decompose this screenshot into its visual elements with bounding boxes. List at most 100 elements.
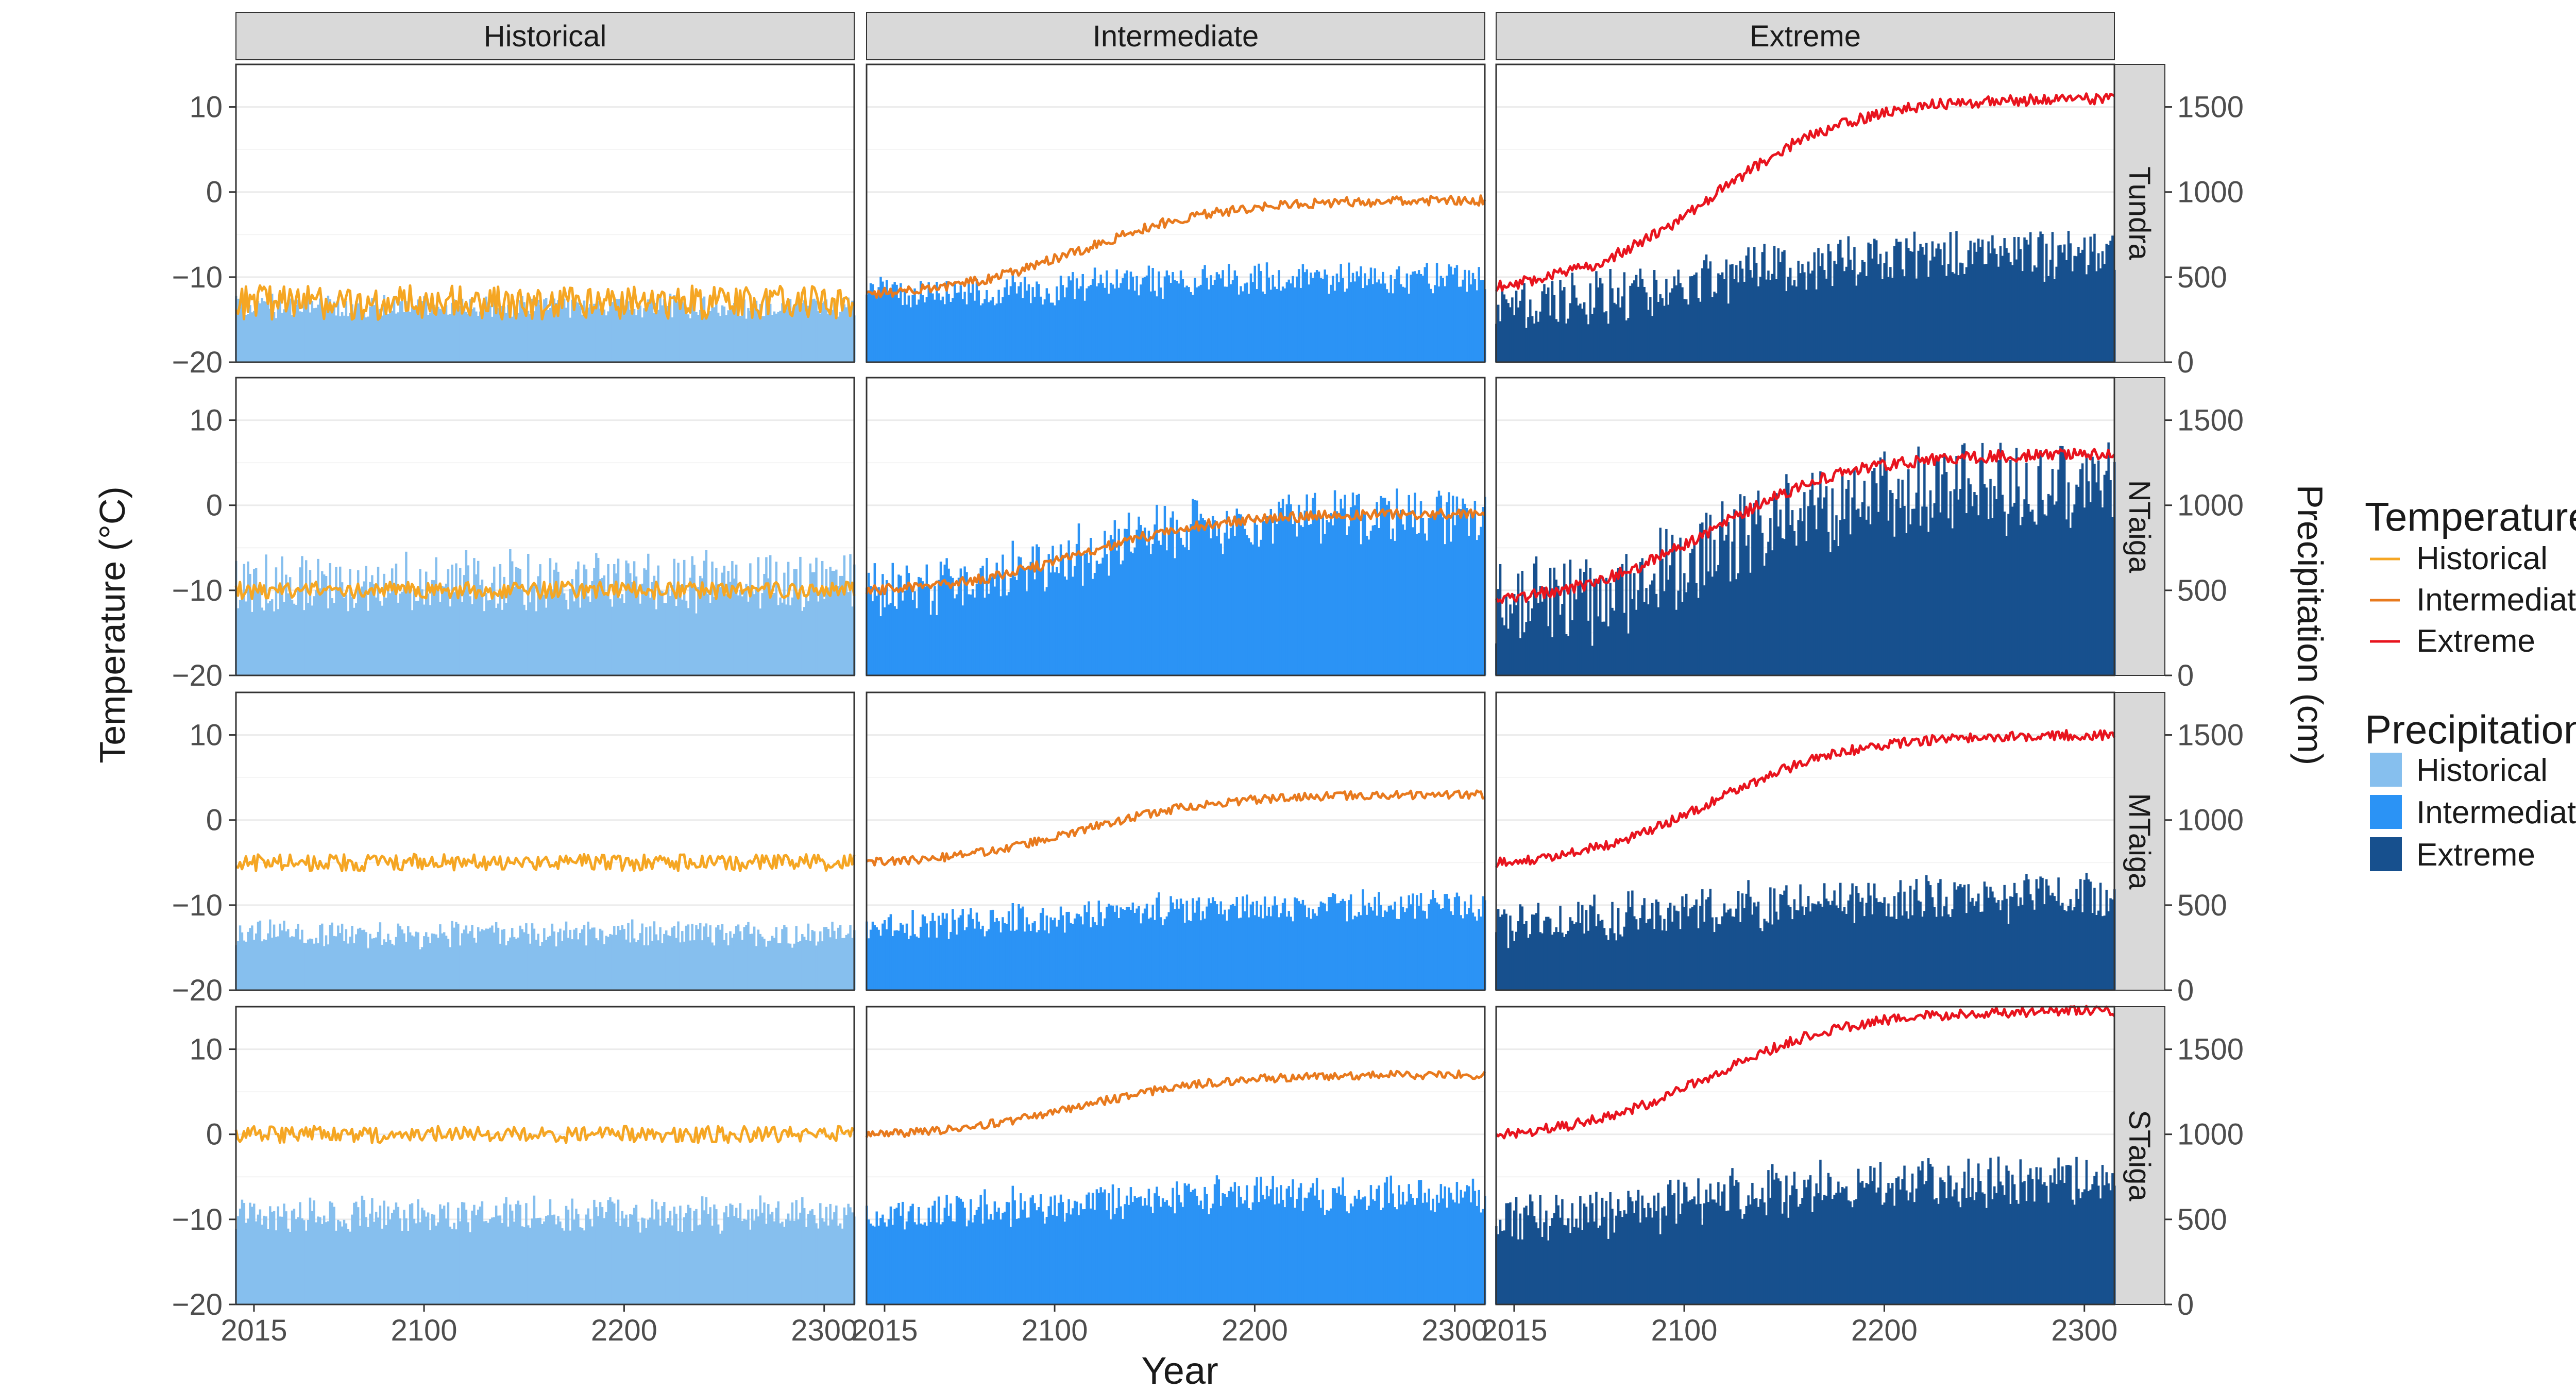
precip-bar: [1739, 494, 1742, 675]
precip-bar: [727, 310, 730, 362]
precip-bar: [1913, 1202, 1916, 1304]
precip-bar: [719, 1233, 722, 1304]
precip-bar: [371, 575, 374, 675]
precip-bar: [1423, 911, 1427, 990]
precip-bar: [627, 923, 630, 990]
precip-bar: [321, 309, 324, 362]
precip-bar: [961, 1201, 964, 1304]
precip-bar: [1979, 1181, 1982, 1304]
precip-bar: [439, 924, 442, 990]
precip-bar: [1797, 520, 1800, 675]
precip-bar: [1947, 518, 1950, 675]
precip-bar: [785, 927, 788, 990]
precip-bar: [375, 1212, 378, 1304]
precip-bar: [725, 594, 727, 675]
precip-bar: [1841, 257, 1844, 362]
precip-bar: [1432, 514, 1434, 675]
precip-bar: [633, 1208, 636, 1304]
precip-bar: [1460, 915, 1462, 990]
precip-bar: [1529, 621, 1532, 675]
precip-bar: [1531, 914, 1534, 990]
precip-bar: [1963, 885, 1966, 990]
precip-bar: [1075, 544, 1078, 675]
precip-bar: [1869, 244, 1872, 362]
precip-bar: [1747, 247, 1750, 362]
precip-bar: [973, 928, 976, 990]
precip-bar: [587, 921, 590, 990]
precip-bar: [2031, 272, 2034, 362]
panel-border: [1495, 377, 2115, 676]
precip-bar: [1412, 272, 1414, 362]
precip-bar: [1125, 1195, 1128, 1304]
precip-bar: [1469, 894, 1472, 990]
precip-bar: [509, 302, 512, 362]
precip-bar: [239, 1208, 242, 1304]
precip-bar: [1827, 1173, 1830, 1304]
precip-bar: [1755, 524, 1758, 675]
precip-bar: [1813, 1196, 1816, 1304]
precip-bar: [1238, 918, 1240, 990]
precip-bar: [1935, 1198, 1938, 1304]
precip-bar: [1423, 1193, 1427, 1304]
precip-bar: [1657, 607, 1660, 675]
precip-bar: [1063, 1222, 1066, 1304]
precip-bar: [711, 942, 714, 990]
precip-bar: [1344, 292, 1346, 362]
precip-bar: [2063, 449, 2066, 675]
precip-bar: [415, 1223, 418, 1304]
precip-bar: [925, 923, 928, 990]
precip-bar: [1043, 591, 1046, 675]
precip-bar: [1149, 1207, 1152, 1304]
precip-bar: [697, 929, 700, 990]
precip-bar: [341, 582, 344, 675]
precip-bar: [1403, 287, 1406, 362]
precip-bar: [777, 605, 779, 675]
precip-bar: [1120, 564, 1122, 675]
precip-bar: [1159, 545, 1162, 675]
precip-bar: [1805, 1187, 1808, 1304]
precip-bar: [747, 922, 750, 990]
precip-bar: [1631, 283, 1634, 362]
precip-bar: [1344, 901, 1346, 990]
precip-bar: [617, 558, 620, 675]
precip-bar: [751, 1209, 754, 1304]
precip-bar: [885, 280, 888, 362]
precip-bar: [1272, 544, 1274, 675]
row-strip-label-tundra: Tundra: [2123, 166, 2156, 260]
precip-bar: [897, 298, 900, 362]
precip-bar: [875, 927, 878, 990]
precip-bar: [1217, 525, 1221, 675]
precip-bar: [1279, 1185, 1282, 1304]
precip-bar: [1226, 1197, 1228, 1304]
precip-bar: [1355, 1198, 1358, 1304]
precip-bar: [1909, 251, 1912, 362]
precip-bar: [1525, 328, 1528, 362]
precip-bar: [1115, 1208, 1118, 1304]
precip-bar: [1839, 520, 1842, 675]
precip-bar: [805, 593, 808, 675]
precip-bar: [1163, 276, 1166, 362]
precip-bar: [1052, 546, 1054, 675]
precip-bar: [1355, 271, 1358, 362]
precip-bar: [325, 1222, 328, 1304]
precip-bar: [241, 932, 244, 990]
precip-bar: [1553, 567, 1556, 675]
precip-bar: [1721, 501, 1724, 675]
precip-bar: [525, 1203, 528, 1304]
precip-bar: [637, 940, 640, 990]
precip-bar: [337, 925, 340, 990]
precip-bar: [635, 1205, 638, 1304]
precip-bar: [1671, 534, 1674, 675]
precip-bar: [819, 313, 822, 362]
precip-bar: [2047, 276, 2050, 362]
precip-bar: [511, 928, 514, 990]
precip-bar: [269, 309, 272, 362]
precip-bar: [1353, 281, 1357, 362]
precip-bar: [2053, 896, 2056, 990]
precip-bar: [1685, 893, 1688, 990]
precip-bar: [1331, 1188, 1334, 1304]
precip-bar: [1201, 269, 1204, 362]
precip-bar: [1398, 919, 1400, 990]
precip-bar: [2037, 466, 2040, 675]
precip-bar: [1875, 240, 1878, 362]
